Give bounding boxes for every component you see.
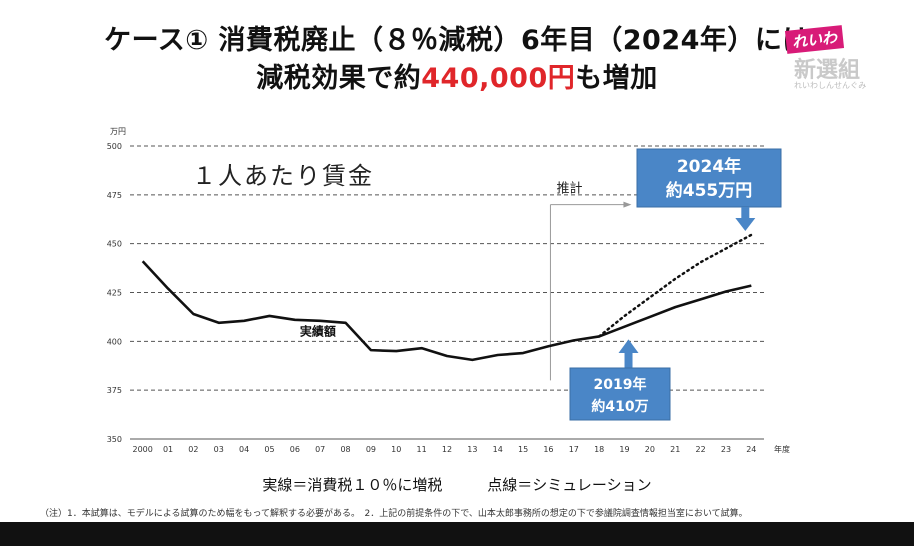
x-tick-label: 17: [569, 445, 579, 454]
x-tick-label: 05: [264, 445, 274, 454]
logo-small-text: れいわしんせんぐみ: [794, 81, 867, 90]
y-tick-label: 500: [107, 142, 122, 151]
x-tick-label: 10: [391, 445, 401, 454]
callout-2024-line1: 2024年: [677, 156, 741, 177]
chart-title: １人あたり賃金: [192, 162, 374, 190]
x-tick-label: 22: [696, 445, 706, 454]
x-unit-label: 年度: [774, 444, 790, 454]
x-tick-label: 11: [417, 445, 427, 454]
legend-solid: 実線＝消費税１０％に増税: [262, 476, 443, 494]
footnote: （注）1．本試算は、モデルによる試算のため幅をもって解釈する必要がある。 2．上…: [40, 509, 748, 519]
y-tick-label: 450: [107, 240, 122, 249]
x-tick-label: 13: [467, 445, 477, 454]
x-tick-label: 03: [214, 445, 224, 454]
y-tick-label: 475: [107, 191, 122, 200]
x-tick-label: 20: [645, 445, 655, 454]
headline-line1: ケース① 消費税廃止（８％減税）6年目（2024年）には: [104, 25, 810, 56]
callout-2024-line2: 約455万円: [666, 180, 753, 201]
headline-line2: 減税効果で約440,000円も増加: [0, 56, 914, 95]
party-logo: れいわ 新選組 れいわしんせんぐみ: [780, 25, 880, 94]
x-tick-label: 15: [518, 445, 528, 454]
y-tick-label: 350: [107, 435, 122, 444]
x-tick-label: 01: [163, 445, 173, 454]
x-tick-label: 12: [442, 445, 452, 454]
y-tick-label: 375: [107, 386, 122, 395]
series-label: 実績額: [300, 323, 336, 338]
wage-chart: 350 375 400 425 450 475 500 万円 2000 01 02 03 04 05 06 0…: [107, 127, 790, 454]
x-tick-label: 18: [594, 445, 604, 454]
y-unit-label: 万円: [110, 127, 126, 136]
series-line-actual: [141, 260, 752, 362]
callout-2019-box: [569, 367, 671, 421]
x-tick-label: 14: [493, 445, 503, 454]
headline-prefix: 減税効果で約: [256, 63, 422, 94]
callout-2024-box: [636, 148, 782, 208]
legend: 実線＝消費税１０％に増税 点線＝シミュレーション: [0, 474, 914, 495]
callout-2019-line2: 約410万: [591, 398, 648, 415]
x-tick-label: 08: [340, 445, 350, 454]
headline-amount: 440,000円: [421, 63, 576, 94]
x-tick-label: 16: [543, 445, 553, 454]
y-tick-label: 400: [107, 337, 122, 346]
logo-brush-text: 新選組: [794, 57, 861, 83]
x-tick-label: 02: [188, 445, 198, 454]
x-tick-label: 23: [721, 445, 731, 454]
footer-bar: [0, 522, 914, 546]
x-tick-label: 06: [290, 445, 300, 454]
x-tick-label: 19: [619, 445, 629, 454]
forecast-arrow-head: [623, 201, 632, 208]
x-tick-label: 2000: [133, 445, 153, 454]
series-line-simulation: [597, 233, 753, 338]
x-tick-label: 09: [366, 445, 376, 454]
callout-2024-arrow: [735, 207, 756, 231]
callout-2019-line1: 2019年: [594, 376, 647, 393]
x-tick-label: 24: [746, 445, 756, 454]
headline-suffix: も増加: [575, 63, 658, 94]
y-tick-label: 425: [107, 289, 122, 298]
forecast-label: 推計: [556, 181, 582, 197]
legend-dotted: 点線＝シミュレーション: [487, 476, 652, 494]
callout-2019-arrow: [618, 339, 639, 368]
x-tick-label: 07: [315, 445, 325, 454]
x-tick-label: 04: [239, 445, 249, 454]
x-tick-label: 21: [670, 445, 680, 454]
